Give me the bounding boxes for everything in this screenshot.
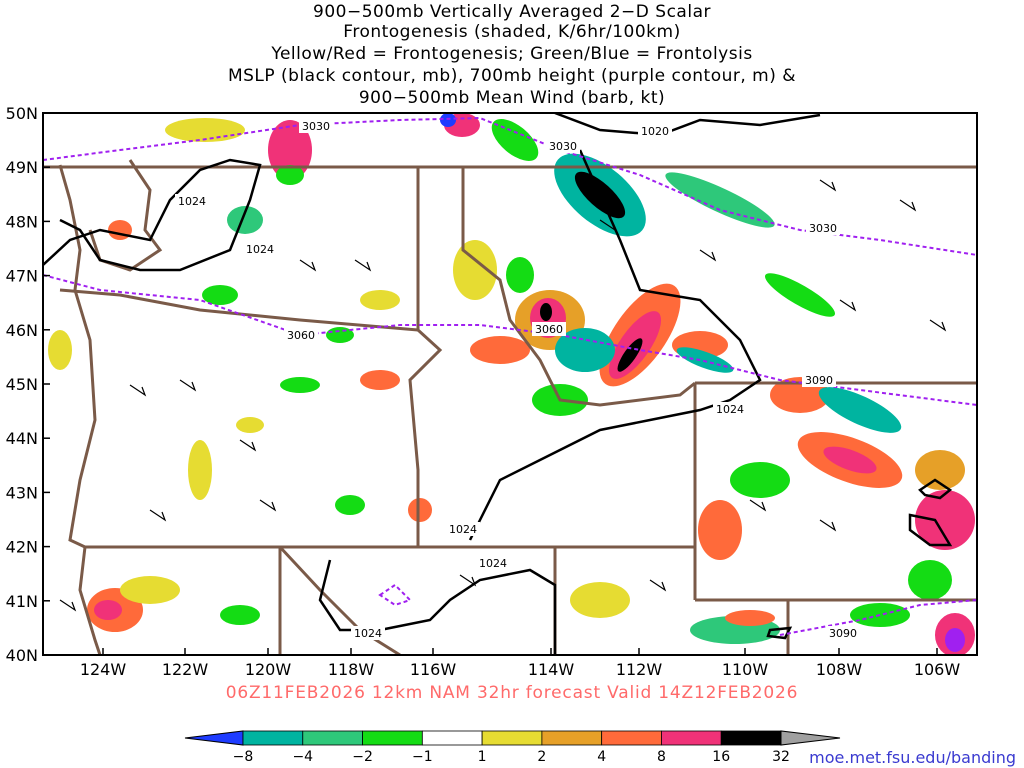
height-contour-label: 3030 xyxy=(549,140,577,153)
colorbar-label: −4 xyxy=(292,749,313,765)
title-line-1: 900−500mb Vertically Averaged 2−D Scalar xyxy=(313,2,711,22)
longitude-labels: 124W 122W 120W 118W 116W 114W 112W 110W 108W 106W xyxy=(80,648,961,679)
lat-label: 43N xyxy=(6,483,38,502)
colorbar-segment xyxy=(362,730,423,746)
height-contour-label: 3030 xyxy=(302,120,330,133)
lon-label: 116W xyxy=(410,660,457,679)
lat-label: 42N xyxy=(6,538,38,557)
latitude-labels: 50N 49N 48N 47N 46N 45N 44N 43N 42N 41N 40N xyxy=(6,104,50,665)
colorbar-segment xyxy=(481,730,543,746)
colorbar-label: 8 xyxy=(657,749,666,765)
lat-label: 47N xyxy=(6,267,38,286)
lat-label: 48N xyxy=(6,212,38,231)
height-contour-label: 3090 xyxy=(805,374,833,387)
colorbar-label: 2 xyxy=(537,749,546,765)
lat-label: 44N xyxy=(6,429,38,448)
map-plot-area xyxy=(43,113,977,655)
colorbar: −8 −4 −2 −1 1 2 4 8 16 32 xyxy=(184,730,841,765)
mslp-contour-label: 1024 xyxy=(479,557,507,570)
title-line-3: Yellow/Red = Frontogenesis; Green/Blue =… xyxy=(271,44,753,64)
lat-label: 41N xyxy=(6,592,38,611)
wind-barbs xyxy=(59,179,947,612)
colorbar-label: −2 xyxy=(352,749,373,765)
colorbar-label: −1 xyxy=(412,749,433,765)
lat-label: 49N xyxy=(6,158,38,177)
mslp-contour-label: 1024 xyxy=(449,523,477,536)
lon-label: 118W xyxy=(328,660,375,679)
mslp-contour-label: 1024 xyxy=(716,403,744,416)
lon-label: 110W xyxy=(722,660,769,679)
height-contour-label: 3090 xyxy=(829,627,857,640)
title-line-4: MSLP (black contour, mb), 700mb height (… xyxy=(227,66,797,86)
height-contour-label: 3060 xyxy=(535,323,563,336)
state-borders xyxy=(43,159,977,655)
lat-label: 40N xyxy=(6,646,38,665)
colorbar-label: 32 xyxy=(772,749,790,765)
colorbar-label: 16 xyxy=(712,749,730,765)
lat-label: 50N xyxy=(6,104,38,123)
lon-label: 106W xyxy=(914,660,961,679)
colorbar-segment xyxy=(541,730,603,746)
lon-label: 122W xyxy=(162,660,209,679)
mslp-contour-label: 1024 xyxy=(354,627,382,640)
colorbar-label: −8 xyxy=(233,749,254,765)
lon-label: 108W xyxy=(816,660,863,679)
title-line-5: 900−500mb Mean Wind (barb, kt) xyxy=(358,88,666,108)
colorbar-label: 1 xyxy=(478,749,487,765)
lon-label: 120W xyxy=(245,660,292,679)
mslp-contour-label: 1020 xyxy=(641,125,669,138)
mslp-contour-label: 1024 xyxy=(178,195,206,208)
title-line-2: Frontogenesis (shaded, K/6hr/100km) xyxy=(343,22,681,42)
colorbar-segment xyxy=(184,730,244,746)
lat-label: 45N xyxy=(6,375,38,394)
colorbar-label: 4 xyxy=(597,749,606,765)
colorbar-segment xyxy=(242,730,304,746)
mslp-contour-label: 1024 xyxy=(246,243,274,256)
height-contour-label: 3060 xyxy=(287,329,315,342)
colorbar-segment xyxy=(720,730,782,746)
frontogenesis-shading xyxy=(48,113,975,655)
credit-link[interactable]: moe.met.fsu.edu/banding xyxy=(809,748,1016,767)
height-contour-label: 3030 xyxy=(809,222,837,235)
forecast-valid-label: 06Z11FEB2026 12km NAM 32hr forecast Vali… xyxy=(225,683,799,703)
colorbar-segment xyxy=(780,730,841,746)
colorbar-segment xyxy=(661,730,722,746)
lon-label: 114W xyxy=(528,660,575,679)
colorbar-segment xyxy=(601,730,662,746)
lon-label: 112W xyxy=(616,660,663,679)
colorbar-segment xyxy=(421,730,483,746)
contour-labels: 1020 1024 1024 1024 1024 1024 1024 3030 3030 3030… xyxy=(175,119,860,640)
lat-label: 46N xyxy=(6,321,38,340)
colorbar-segment xyxy=(302,730,363,746)
lon-label: 124W xyxy=(80,660,127,679)
